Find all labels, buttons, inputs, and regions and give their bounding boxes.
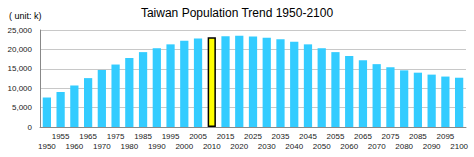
svg-text:2045: 2045 <box>299 132 317 141</box>
svg-text:0: 0 <box>28 123 33 132</box>
svg-text:1995: 1995 <box>162 132 180 141</box>
svg-text:2090: 2090 <box>423 142 441 151</box>
svg-text:2000: 2000 <box>175 142 193 151</box>
svg-text:1960: 1960 <box>65 142 83 151</box>
svg-text:2020: 2020 <box>230 142 248 151</box>
svg-text:1970: 1970 <box>93 142 111 151</box>
svg-text:2025: 2025 <box>244 132 262 141</box>
svg-text:1985: 1985 <box>134 132 152 141</box>
svg-text:2030: 2030 <box>258 142 276 151</box>
svg-text:2050: 2050 <box>313 142 331 151</box>
svg-text:2015: 2015 <box>217 132 235 141</box>
svg-text:25,000: 25,000 <box>8 26 33 35</box>
svg-text:2060: 2060 <box>340 142 358 151</box>
svg-text:10,000: 10,000 <box>8 84 33 93</box>
svg-text:2065: 2065 <box>354 132 372 141</box>
svg-text:Taiwan Population Trend 1950-2: Taiwan Population Trend 1950-2100 <box>141 6 333 20</box>
svg-text:2075: 2075 <box>382 132 400 141</box>
svg-text:1980: 1980 <box>120 142 138 151</box>
svg-text:2100: 2100 <box>450 142 468 151</box>
svg-text:2055: 2055 <box>327 132 345 141</box>
svg-text:1990: 1990 <box>148 142 166 151</box>
svg-text:2035: 2035 <box>272 132 290 141</box>
svg-text:2070: 2070 <box>368 142 386 151</box>
svg-text:( unit: k): ( unit: k) <box>9 11 42 21</box>
svg-text:2040: 2040 <box>285 142 303 151</box>
svg-text:5,000: 5,000 <box>12 103 33 112</box>
svg-text:2080: 2080 <box>395 142 413 151</box>
svg-text:1965: 1965 <box>79 132 97 141</box>
svg-text:2085: 2085 <box>409 132 427 141</box>
svg-text:1950: 1950 <box>38 142 56 151</box>
svg-text:2095: 2095 <box>436 132 454 141</box>
svg-text:2010: 2010 <box>203 142 221 151</box>
svg-text:2005: 2005 <box>189 132 207 141</box>
svg-text:1975: 1975 <box>107 132 125 141</box>
svg-text:20,000: 20,000 <box>8 45 33 54</box>
svg-text:1955: 1955 <box>52 132 70 141</box>
svg-text:15,000: 15,000 <box>8 64 33 73</box>
